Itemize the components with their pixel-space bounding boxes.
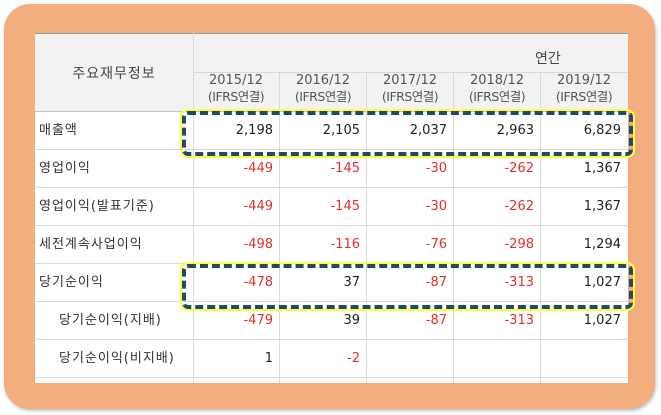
table-cell [541,340,621,378]
table-cell: 1 [264,351,273,366]
table-cell: -449 [243,199,273,214]
table-cell: 1,027 [583,275,621,290]
table-cell: 1,027 [583,313,621,328]
table-cell: 2,105 [322,123,360,138]
table-cell: 6,829 [583,123,621,138]
table-cell: -145 [330,199,360,214]
row-label-operating-income-reported: 영업이익(발표기준) [39,199,155,214]
column-year: 2016/12 [295,73,350,88]
table-cell: -262 [504,161,534,176]
table-cell: 2,198 [235,123,273,138]
table-cell: 37 [343,275,360,290]
table-cell: -478 [243,275,273,290]
table-cell: 1,367 [583,199,621,214]
table-cell: 1,294 [583,237,621,252]
column-header: 2016/12 (IFRS연결) [280,73,366,111]
table-cell: 2,037 [409,123,447,138]
row-label-net-income-controlling: 당기순이익(지배) [59,313,162,328]
table-cell [367,340,447,378]
column-header: 2017/12 (IFRS연결) [367,73,453,111]
table-cell: -313 [504,313,534,328]
column-year: 2018/12 [469,73,524,88]
row-label-revenue: 매출액 [39,123,78,138]
table-cell: -449 [243,161,273,176]
table-cell: 2,963 [496,123,534,138]
table-cell: -313 [504,275,534,290]
table-cell [454,340,534,378]
row-label-net-income: 당기순이익 [39,275,104,290]
table-cell: -298 [504,237,534,252]
column-basis: (IFRS연결) [381,89,439,104]
row-label-pretax-income: 세전계속사업이익 [39,237,143,252]
column-year: 2019/12 [556,73,611,88]
column-basis: (IFRS연결) [468,89,526,104]
table-cell: -87 [425,313,447,328]
table-cell: -145 [330,161,360,176]
column-basis: (IFRS연결) [555,89,613,104]
table-cell: -2 [347,351,360,366]
table-cell: 1,367 [583,161,621,176]
column-header: 2019/12 (IFRS연결) [541,73,627,111]
highlight-box-net-income [180,262,635,311]
table-cell: -479 [243,313,273,328]
table-cell: -262 [504,199,534,214]
financial-table: 주요재무정보 연간 2015/12 (IFRS연결) 2016/12 (IFRS… [35,33,628,383]
row-label-net-income-noncontrolling: 당기순이익(비지배) [59,351,175,366]
corner-header: 주요재무정보 [72,65,156,82]
table-cell: -76 [425,237,447,252]
table-cell: -116 [330,237,360,252]
column-basis: (IFRS연결) [294,89,352,104]
table-cell: -498 [243,237,273,252]
annual-group-header: 연간 [535,51,561,67]
row-label-operating-income: 영업이익 [39,161,91,176]
column-header: 2015/12 (IFRS연결) [193,73,279,111]
column-year: 2017/12 [382,73,437,88]
table-cell: -30 [425,161,447,176]
table-cell: -87 [425,275,447,290]
column-basis: (IFRS연결) [207,89,265,104]
table-cell: 39 [343,313,360,328]
column-header: 2018/12 (IFRS연결) [454,73,540,111]
highlight-box-revenue [180,109,635,158]
table-cell: -30 [425,199,447,214]
column-year: 2015/12 [208,73,263,88]
